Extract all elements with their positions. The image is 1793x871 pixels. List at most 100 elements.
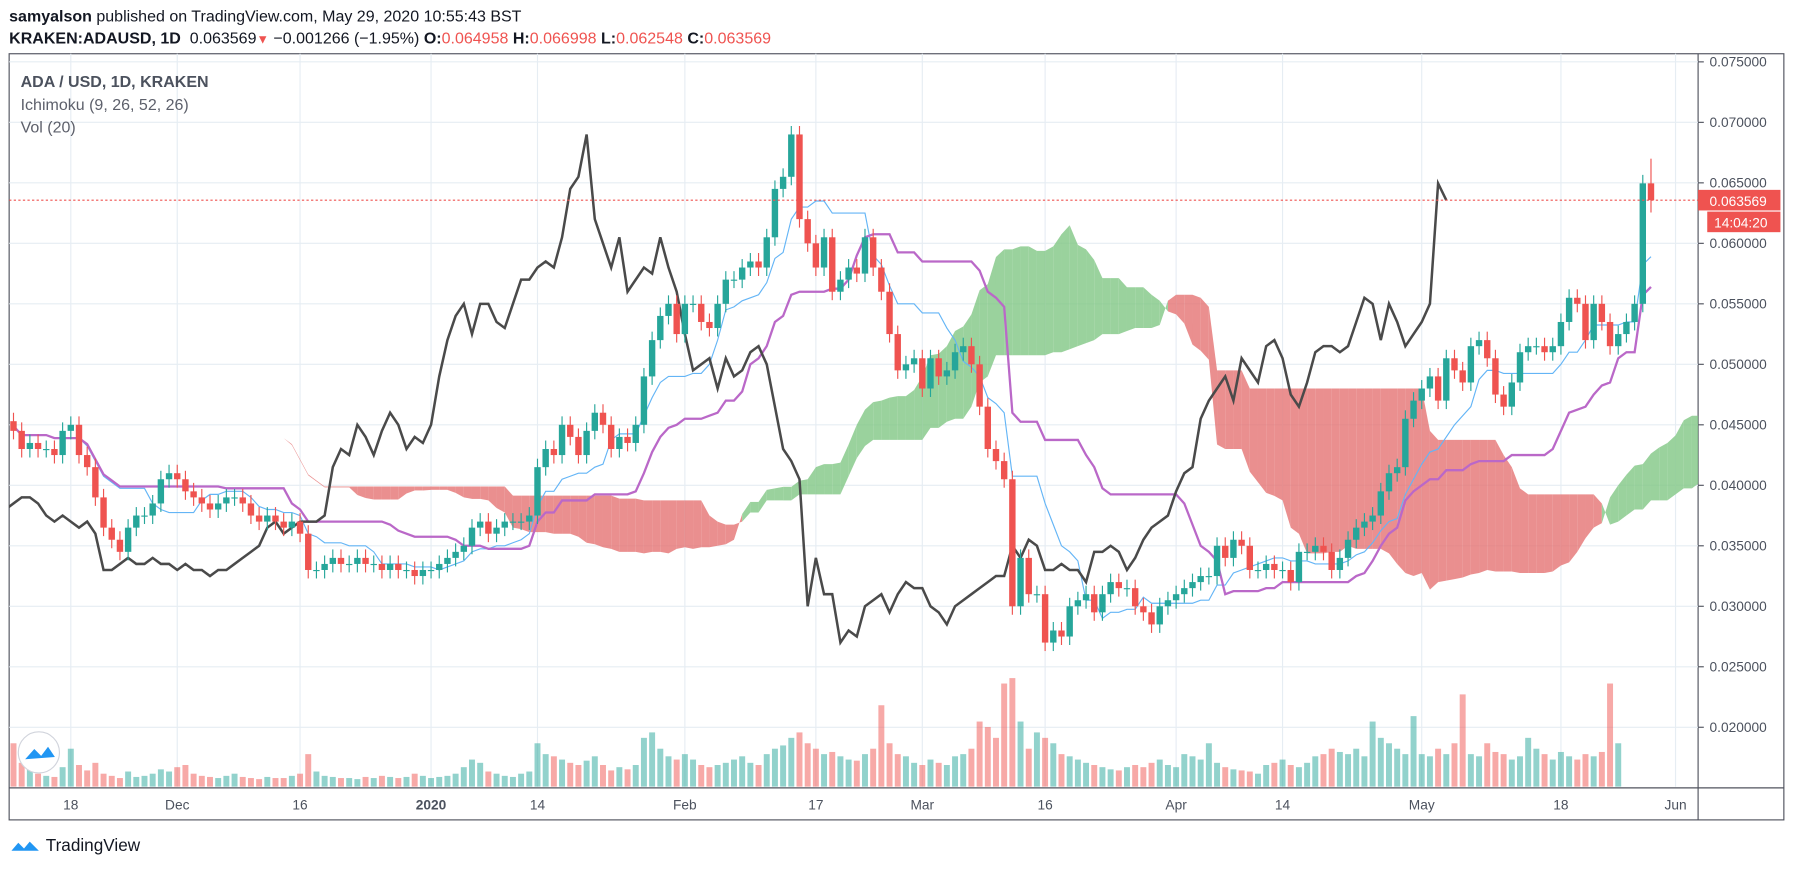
ichimoku-cloud-segment [1012, 246, 1021, 356]
volume-bar [600, 765, 606, 787]
candle-body [1303, 551, 1311, 553]
ichimoku-cloud-segment [1241, 370, 1250, 472]
volume-bar [771, 748, 778, 787]
ichimoku-cloud-segment [1176, 294, 1185, 324]
candle-body [722, 279, 730, 304]
volume-bar [305, 754, 312, 787]
candle-body [1033, 594, 1041, 596]
ichimoku-cloud-segment [521, 495, 530, 533]
candle-body [1410, 400, 1417, 419]
volume-bar [1394, 748, 1401, 787]
ichimoku-cloud-segment [1036, 250, 1046, 356]
volume-bar [1214, 762, 1221, 787]
volume-bar [1197, 759, 1204, 787]
candle-body [927, 358, 934, 389]
legend-ichimoku[interactable]: Ichimoku (9, 26, 52, 26) [20, 94, 189, 114]
volume-bar [870, 748, 877, 787]
volume-bar [1205, 743, 1212, 787]
candle-body [419, 569, 427, 577]
y-tick-label: 0.025000 [1710, 659, 1768, 674]
candle-body [616, 436, 623, 450]
ichimoku-cloud-segment [1544, 494, 1553, 574]
candle-body [206, 503, 214, 510]
volume-bar [1271, 762, 1278, 787]
publish-line: samyalson published on TradingView.com, … [9, 7, 521, 25]
volume-bar [133, 776, 140, 787]
open-label: O: [423, 28, 442, 47]
candle-body [362, 557, 369, 564]
candle-body [444, 557, 451, 564]
ichimoku-cloud-segment [1167, 294, 1177, 315]
ichimoku-cloud-segment [1364, 388, 1373, 549]
candle-body [534, 467, 541, 516]
ichimoku-cloud-segment [594, 495, 603, 548]
volume-bar [1295, 767, 1302, 787]
candle-body [10, 421, 17, 431]
legend-volume[interactable]: Vol (20) [20, 117, 76, 137]
ichimoku-cloud-segment [1511, 467, 1520, 574]
candle-body [223, 497, 230, 504]
y-tick-label: 0.060000 [1710, 236, 1768, 251]
candle-body [378, 563, 386, 570]
x-tick-label: Jun [1664, 798, 1686, 813]
candle-body [1009, 479, 1016, 607]
candle-body [804, 219, 811, 244]
volume-bar [1549, 759, 1556, 787]
volume-bar [845, 759, 852, 787]
candle-body [313, 569, 320, 572]
volume-bar [1263, 765, 1270, 787]
last-price-tag-text: 0.063569 [1710, 194, 1767, 209]
candle-body [1041, 594, 1049, 643]
candle-body [1287, 569, 1294, 583]
candle-body [689, 303, 697, 305]
candle-body [1524, 346, 1532, 353]
volume-bar [1492, 751, 1499, 787]
candle-body [1312, 545, 1319, 552]
candle-body [812, 243, 820, 268]
candle-body [632, 424, 639, 443]
candle-body [845, 267, 852, 280]
candle-body [558, 424, 566, 456]
candle-body [878, 267, 885, 292]
volume-bar [665, 756, 672, 787]
volume-bar [534, 743, 541, 787]
ichimoku-cloud-segment [864, 402, 874, 446]
candle-body [1533, 346, 1540, 348]
volume-bar [583, 760, 590, 787]
candle-body [771, 188, 779, 238]
ichimoku-cloud-segment [496, 486, 505, 513]
candle-body [231, 497, 238, 499]
volume-bar [1107, 769, 1114, 787]
x-tick-label: 14 [530, 798, 546, 813]
candle-body [92, 467, 99, 498]
candle-body [403, 569, 410, 572]
candle-body [1181, 588, 1188, 595]
ichimoku-cloud-segment [897, 396, 906, 440]
volume-bar [575, 765, 582, 787]
candle-body [788, 134, 795, 177]
tradingview-logo[interactable]: TradingView [9, 836, 140, 855]
volume-bar [984, 726, 991, 787]
volume-bar [1025, 748, 1032, 787]
ichimoku-cloud-segment [1569, 494, 1578, 563]
ichimoku-cloud-segment [1782, 373, 1790, 461]
candle-body [296, 521, 304, 534]
volume-bar [657, 748, 664, 787]
candle-body [1000, 461, 1008, 480]
candle-body [1156, 606, 1163, 625]
open-value: 0.064958 [441, 28, 509, 47]
volume-bar [100, 773, 107, 787]
author[interactable]: samyalson [9, 6, 92, 26]
volume-bar [411, 773, 418, 787]
ichimoku-cloud-segment [733, 514, 743, 540]
candle-body [1082, 594, 1090, 601]
candle-body [1393, 467, 1401, 474]
volume-bar [837, 756, 844, 787]
candle-body [894, 334, 901, 371]
ichimoku-cloud-segment [660, 500, 669, 554]
ichimoku-cloud-segment [1004, 249, 1013, 356]
volume-bar [1418, 754, 1425, 787]
ichimoku-cloud-segment [979, 284, 988, 383]
volume-bar [1124, 767, 1130, 787]
